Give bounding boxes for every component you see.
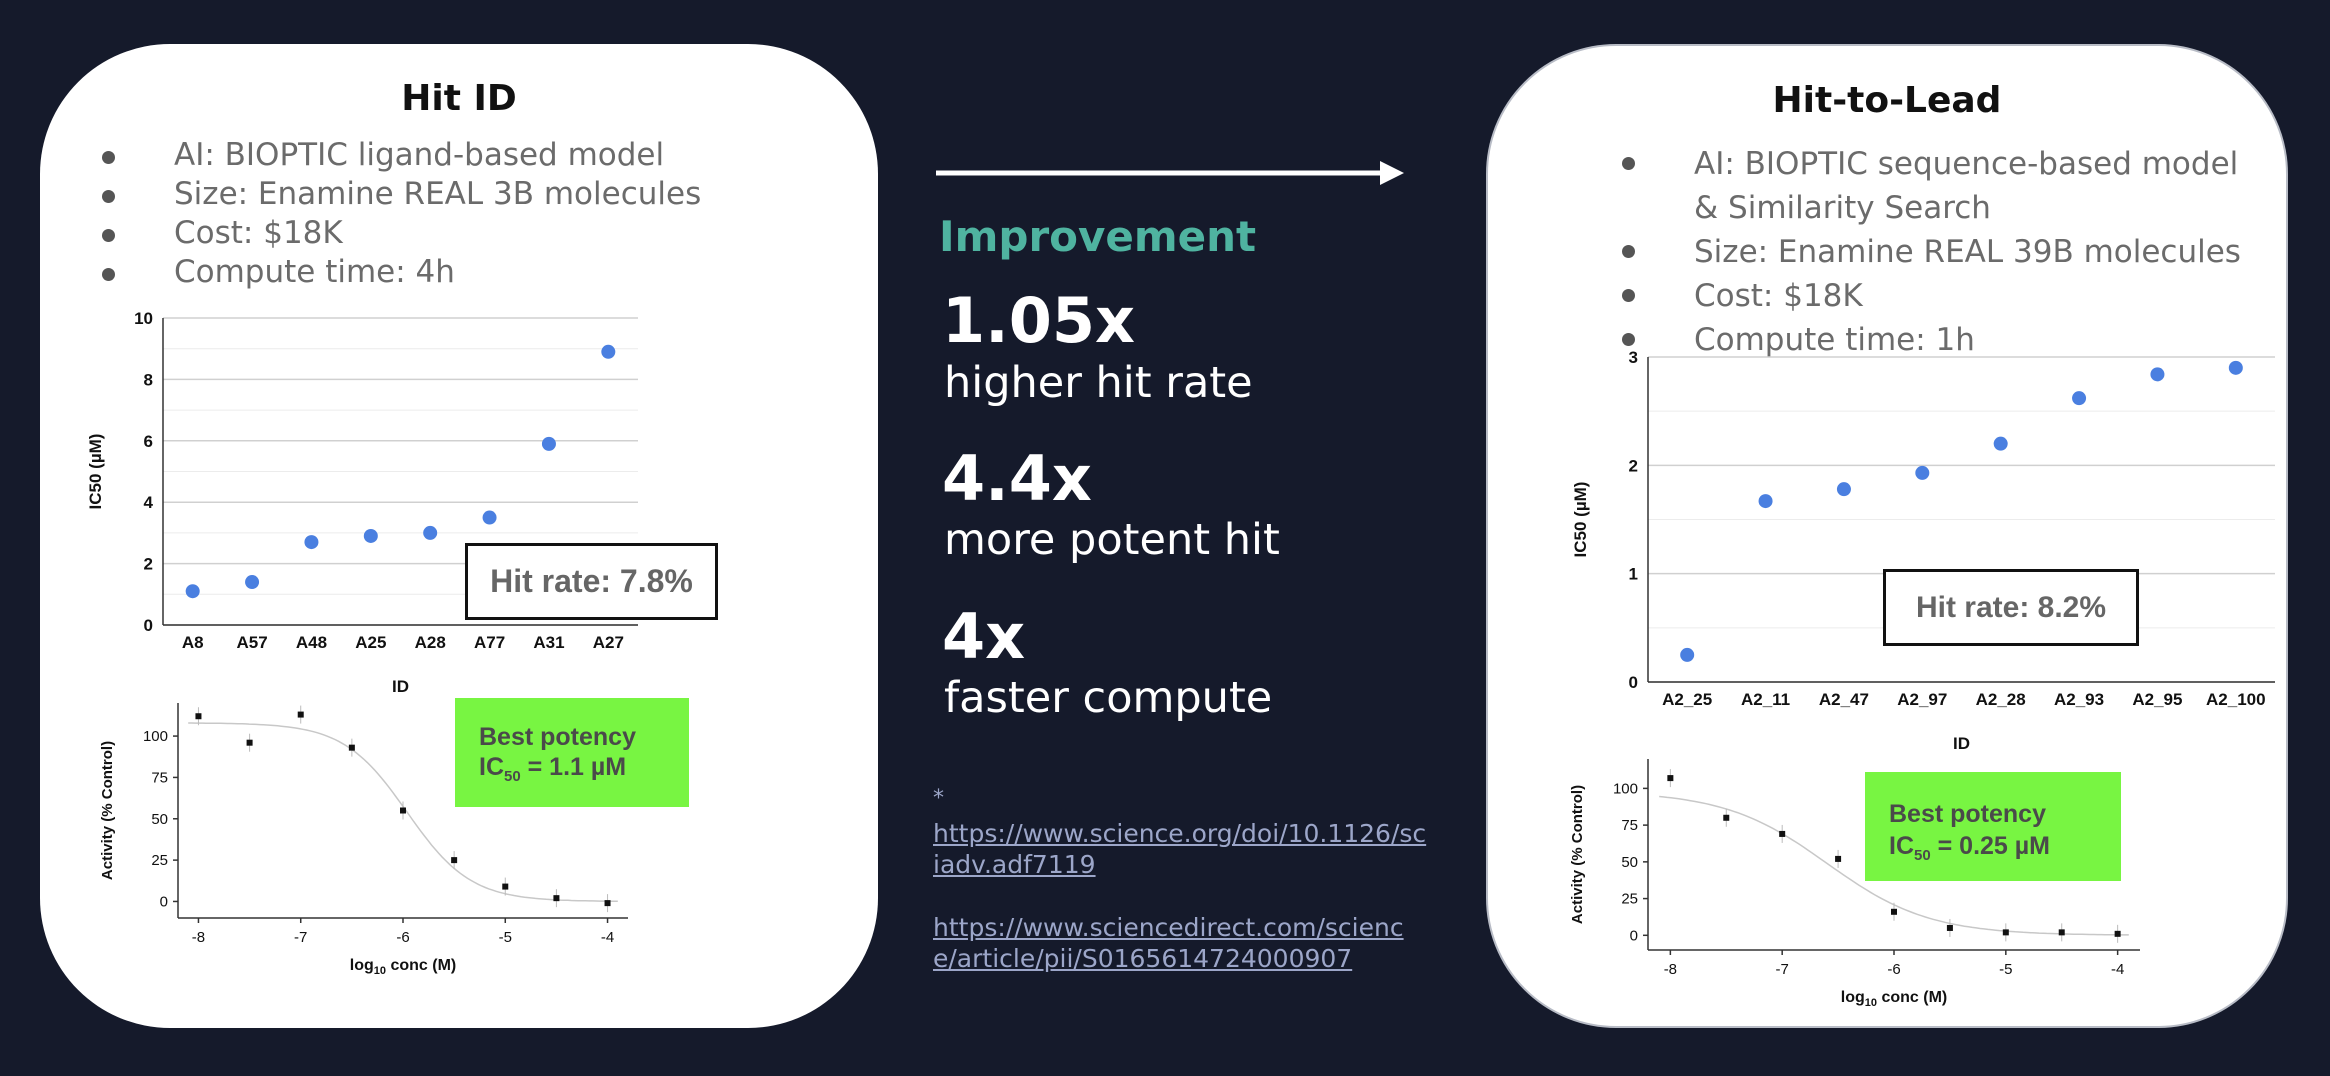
reference-link-sciencedirect[interactable]: https://www.sciencedirect.com/scienc e/ar…: [933, 913, 1404, 973]
stat-value: 1.05x: [942, 284, 1135, 357]
best-potency-label: Best potency: [1889, 800, 2046, 828]
arrow-right-icon: [936, 161, 1404, 185]
best-potency-value: IC50 = 1.1 µM: [479, 753, 627, 785]
bullet-item: Size: Enamine REAL 3B molecules: [96, 175, 701, 214]
best-potency-box: Best potency IC50 = 0.25 µM: [1865, 772, 2121, 881]
card-title: Hit ID: [401, 78, 517, 119]
hit-id-card: Hit ID AI: BIOPTIC ligand-based model Si…: [40, 44, 878, 1028]
bullet-item: Compute time: 4h: [96, 253, 701, 292]
bullet-item: AI: BIOPTIC sequence-based model & Simil…: [1616, 142, 2256, 230]
stat-value: 4.4x: [942, 442, 1092, 515]
best-potency-label: Best potency: [479, 723, 636, 751]
best-potency-value: IC50 = 0.25 µM: [1889, 832, 2051, 864]
hit-rate-box: Hit rate: 8.2%: [1883, 569, 2139, 646]
hit-rate-label: Hit rate: 7.8%: [490, 563, 693, 599]
bullet-item: AI: BIOPTIC ligand-based model: [96, 136, 701, 175]
stat-value: 4x: [942, 600, 1026, 673]
stat-label: higher hit rate: [944, 358, 1253, 408]
stat-label: more potent hit: [944, 515, 1280, 565]
bullet-item: Size: Enamine REAL 39B molecules: [1616, 230, 2256, 274]
reference-link-science[interactable]: https://www.science.org/doi/10.1126/sc ia…: [933, 819, 1427, 879]
stat-label: faster compute: [944, 673, 1273, 723]
bullet-list: AI: BIOPTIC sequence-based model & Simil…: [1616, 142, 2256, 362]
footnote-marker: *: [933, 786, 944, 811]
bullet-item: Cost: $18K: [96, 214, 701, 253]
card-title: Hit-to-Lead: [1772, 80, 2002, 121]
bullet-item: Compute time: 1h: [1616, 318, 2256, 362]
best-potency-box: Best potency IC50 = 1.1 µM: [455, 698, 689, 807]
hit-rate-label: Hit rate: 8.2%: [1915, 591, 2107, 624]
bullet-list: AI: BIOPTIC ligand-based model Size: Ena…: [96, 136, 701, 292]
bullet-item: Cost: $18K: [1616, 274, 2256, 318]
hit-rate-box: Hit rate: 7.8%: [465, 543, 718, 620]
improvement-heading: Improvement: [939, 212, 1257, 261]
